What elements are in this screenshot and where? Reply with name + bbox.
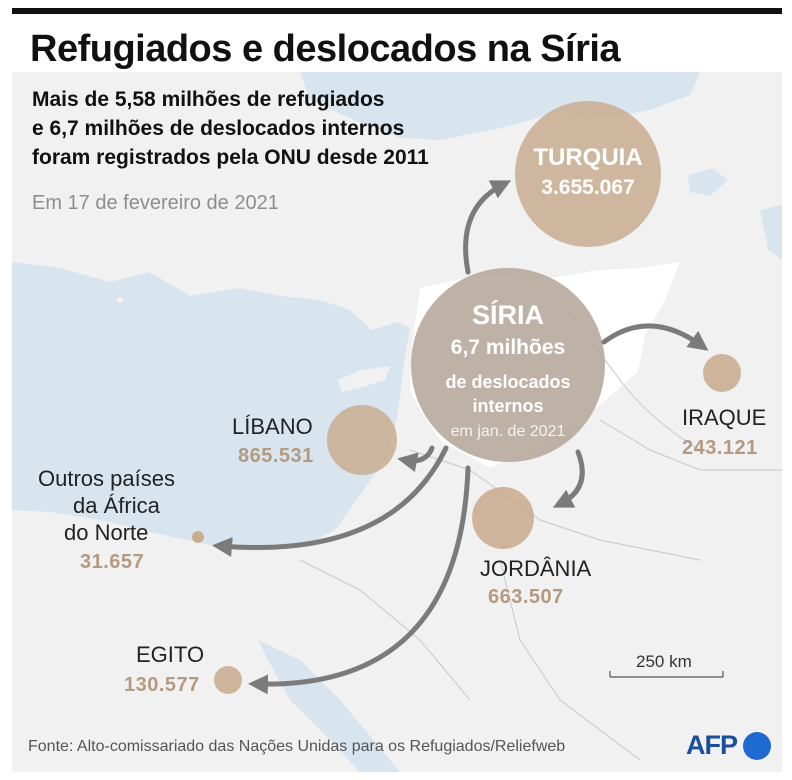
libano-bubble: [327, 405, 397, 475]
turquia-name: TURQUIA: [533, 144, 643, 171]
mediterranean-sea: [12, 262, 410, 548]
arrow-to-libano: [397, 445, 435, 473]
africa-norte-value: 31.657: [80, 551, 145, 573]
jordania-value: 663.507: [488, 586, 564, 608]
arrow-to-turquia: [463, 180, 512, 275]
scale-label: 250 km: [636, 652, 692, 671]
subtitle-line-1: Mais de 5,58 milhões de refugiados: [32, 88, 385, 111]
syria-desc-2: internos: [472, 396, 544, 416]
jordania-name: JORDÂNIA: [480, 556, 592, 581]
syria-desc-1: de deslocados: [445, 372, 571, 392]
jordania-bubble: [472, 487, 534, 549]
syria-value: 6,7 milhões: [450, 336, 566, 359]
libano-name: LÍBANO: [232, 414, 313, 439]
afp-logo: AFP: [686, 730, 738, 760]
page-title: Refugiados e deslocados na Síria: [30, 28, 621, 70]
subtitle-line-2: e 6,7 milhões de deslocados internos: [32, 117, 405, 140]
subtitle-line-3: foram registrados pela ONU desde 2011: [32, 146, 429, 169]
turquia-bubble: [515, 101, 661, 247]
caspian-edge: [760, 205, 782, 260]
africa-norte-name-3: do Norte: [64, 520, 149, 545]
africa-norte-name-1: Outros países: [38, 466, 175, 491]
cyprus: [338, 366, 390, 392]
scale-bar: [609, 671, 724, 678]
lake-van: [688, 168, 728, 196]
black-sea: [300, 72, 700, 140]
africa-norte-bubble: [192, 531, 204, 543]
source-note: Fonte: Alto-comissariado das Nações Unid…: [28, 738, 566, 755]
iraque-value: 243.121: [682, 437, 758, 459]
arrow-to-africa-norte: [212, 445, 449, 557]
egito-bubble: [214, 666, 242, 694]
iraque-name: IRAQUE: [682, 405, 767, 430]
africa-norte-name-2: da África: [73, 493, 160, 518]
libano-value: 865.531: [238, 445, 314, 467]
iraque-bubble: [703, 354, 741, 392]
egito-name: EGITO: [136, 642, 205, 667]
top-rule: [12, 8, 782, 14]
arrow-to-iraque: [601, 323, 709, 351]
arrow-to-jordania: [552, 449, 585, 508]
syria-date: em jan. de 2021: [450, 423, 566, 440]
afp-logo-dot: [743, 732, 771, 760]
syria-bubble: [411, 268, 605, 462]
turquia-value: 3.655.067: [541, 176, 635, 199]
egito-value: 130.577: [124, 674, 200, 696]
syria-name: SÍRIA: [471, 300, 544, 330]
arrow-to-egito: [248, 465, 471, 695]
date-note: Em 17 de fevereiro de 2021: [32, 192, 279, 214]
red-sea: [258, 640, 400, 772]
